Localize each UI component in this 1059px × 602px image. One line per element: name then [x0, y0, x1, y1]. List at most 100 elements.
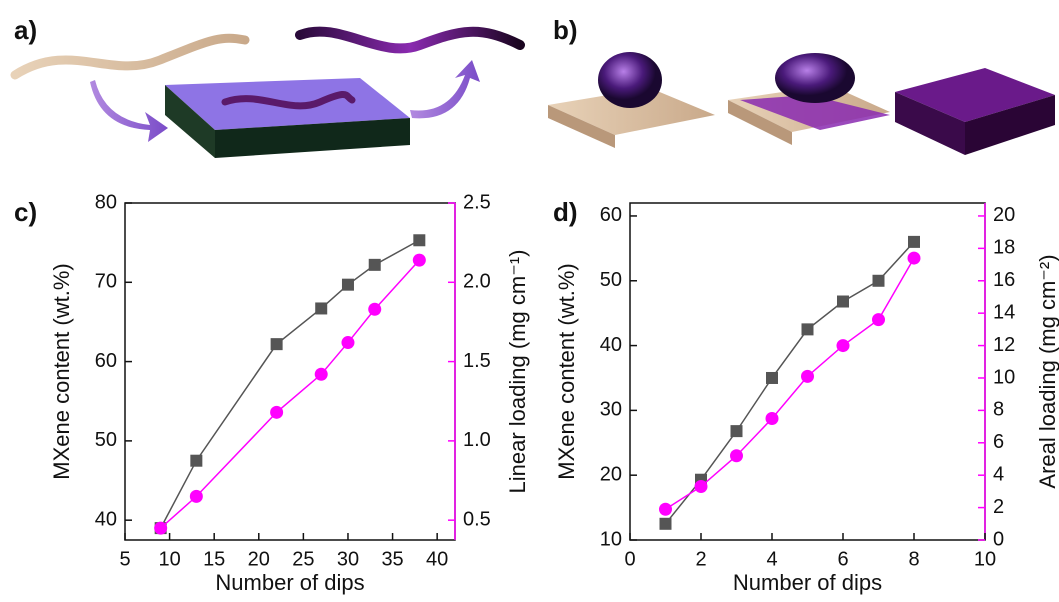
droplet	[598, 52, 662, 108]
point	[694, 480, 708, 494]
series-line	[160, 239, 420, 529]
x-axis-title: Number of dips	[733, 570, 882, 595]
point	[659, 502, 672, 516]
y2-tick-label: 1.0	[463, 429, 491, 451]
y-axis-title: MXene content (wt.%)	[49, 263, 74, 479]
wood-side	[728, 100, 792, 145]
point	[314, 367, 328, 381]
coated-block	[895, 68, 1055, 122]
y-tick-label: 80	[95, 191, 117, 213]
point	[315, 302, 328, 315]
point	[154, 521, 168, 535]
point	[368, 258, 381, 271]
arrow-out	[410, 60, 480, 119]
y-tick-label: 20	[600, 463, 622, 485]
y2-tick-label: 16	[993, 269, 1015, 291]
y-tick-label: 40	[600, 334, 622, 356]
bath-side	[165, 85, 215, 158]
point	[341, 336, 355, 350]
point	[801, 369, 814, 383]
panel-label: c)	[14, 197, 37, 227]
y2-axis-title: Linear loading (mg cm⁻¹)	[505, 250, 530, 494]
point	[413, 234, 426, 247]
point	[270, 405, 284, 419]
wood-block	[548, 88, 715, 135]
point	[270, 338, 283, 351]
coated-side	[895, 92, 965, 155]
point	[412, 253, 426, 267]
y2-tick-label: 1.5	[463, 350, 491, 372]
panel-label: b)	[553, 15, 578, 45]
point	[837, 295, 849, 308]
point	[730, 449, 743, 463]
y-axis-title: MXene content (wt.%)	[554, 263, 579, 479]
y2-tick-label: 8	[993, 399, 1004, 421]
point	[872, 313, 885, 327]
x-tick-label: 25	[292, 548, 314, 570]
point	[907, 251, 921, 265]
point	[189, 489, 203, 503]
y2-tick-label: 0	[993, 528, 1004, 550]
coated-fiber	[295, 26, 525, 54]
x-tick-label: 20	[248, 548, 270, 570]
y2-tick-label: 2.5	[463, 191, 491, 213]
panel-label: d)	[553, 197, 578, 227]
x-tick-label: 35	[381, 548, 403, 570]
y2-tick-label: 2	[993, 496, 1004, 518]
point	[765, 411, 779, 425]
y-tick-label: 40	[95, 508, 117, 530]
y2-tick-label: 6	[993, 431, 1004, 453]
point	[836, 339, 850, 353]
y-tick-label: 30	[600, 399, 622, 421]
y2-axis-title: Areal loading (mg cm⁻²)	[1035, 254, 1059, 488]
x-tick-label: 2	[695, 548, 706, 570]
point	[190, 454, 203, 467]
x-tick-label: 10	[974, 548, 996, 570]
point	[341, 278, 354, 291]
y-tick-label: 60	[95, 350, 117, 372]
y2-tick-label: 18	[993, 237, 1015, 259]
x-tick-label: 4	[766, 548, 777, 570]
y2-tick-label: 14	[993, 301, 1015, 323]
point	[659, 517, 672, 530]
point	[368, 302, 382, 316]
y-tick-label: 50	[95, 429, 117, 451]
point	[730, 425, 743, 438]
x-tick-label: 6	[837, 548, 848, 570]
y2-tick-label: 4	[993, 463, 1004, 485]
coated-front	[965, 95, 1055, 155]
x-axis-title: Number of dips	[215, 570, 364, 595]
wood-side	[548, 105, 615, 148]
panel-label: a)	[14, 15, 37, 45]
illustration-a	[10, 26, 525, 158]
y2-tick-label: 2.0	[463, 271, 491, 293]
point	[801, 323, 814, 336]
droplet	[775, 53, 855, 103]
plot-frame	[124, 202, 456, 541]
series-line	[665, 257, 915, 510]
illustration-b	[548, 52, 1055, 155]
x-tick-label: 8	[908, 548, 919, 570]
x-tick-label: 5	[119, 548, 130, 570]
fiber-in-bath	[221, 91, 356, 110]
x-tick-label: 30	[337, 548, 359, 570]
bath-front	[215, 118, 410, 158]
x-tick-label: 0	[624, 548, 635, 570]
y2-tick-label: 10	[993, 366, 1015, 388]
y-tick-label: 70	[95, 271, 117, 293]
point	[908, 235, 920, 248]
arrow-in	[90, 80, 168, 142]
y2-tick-label: 12	[993, 334, 1015, 356]
series-line	[160, 259, 420, 529]
x-tick-label: 10	[158, 548, 180, 570]
coating	[740, 95, 890, 130]
x-tick-label: 15	[203, 548, 225, 570]
y-tick-label: 60	[600, 204, 622, 226]
point	[872, 274, 885, 287]
y2-tick-label: 0.5	[463, 508, 491, 530]
point	[766, 371, 778, 384]
y-tick-label: 10	[600, 528, 622, 550]
x-tick-label: 40	[426, 548, 448, 570]
